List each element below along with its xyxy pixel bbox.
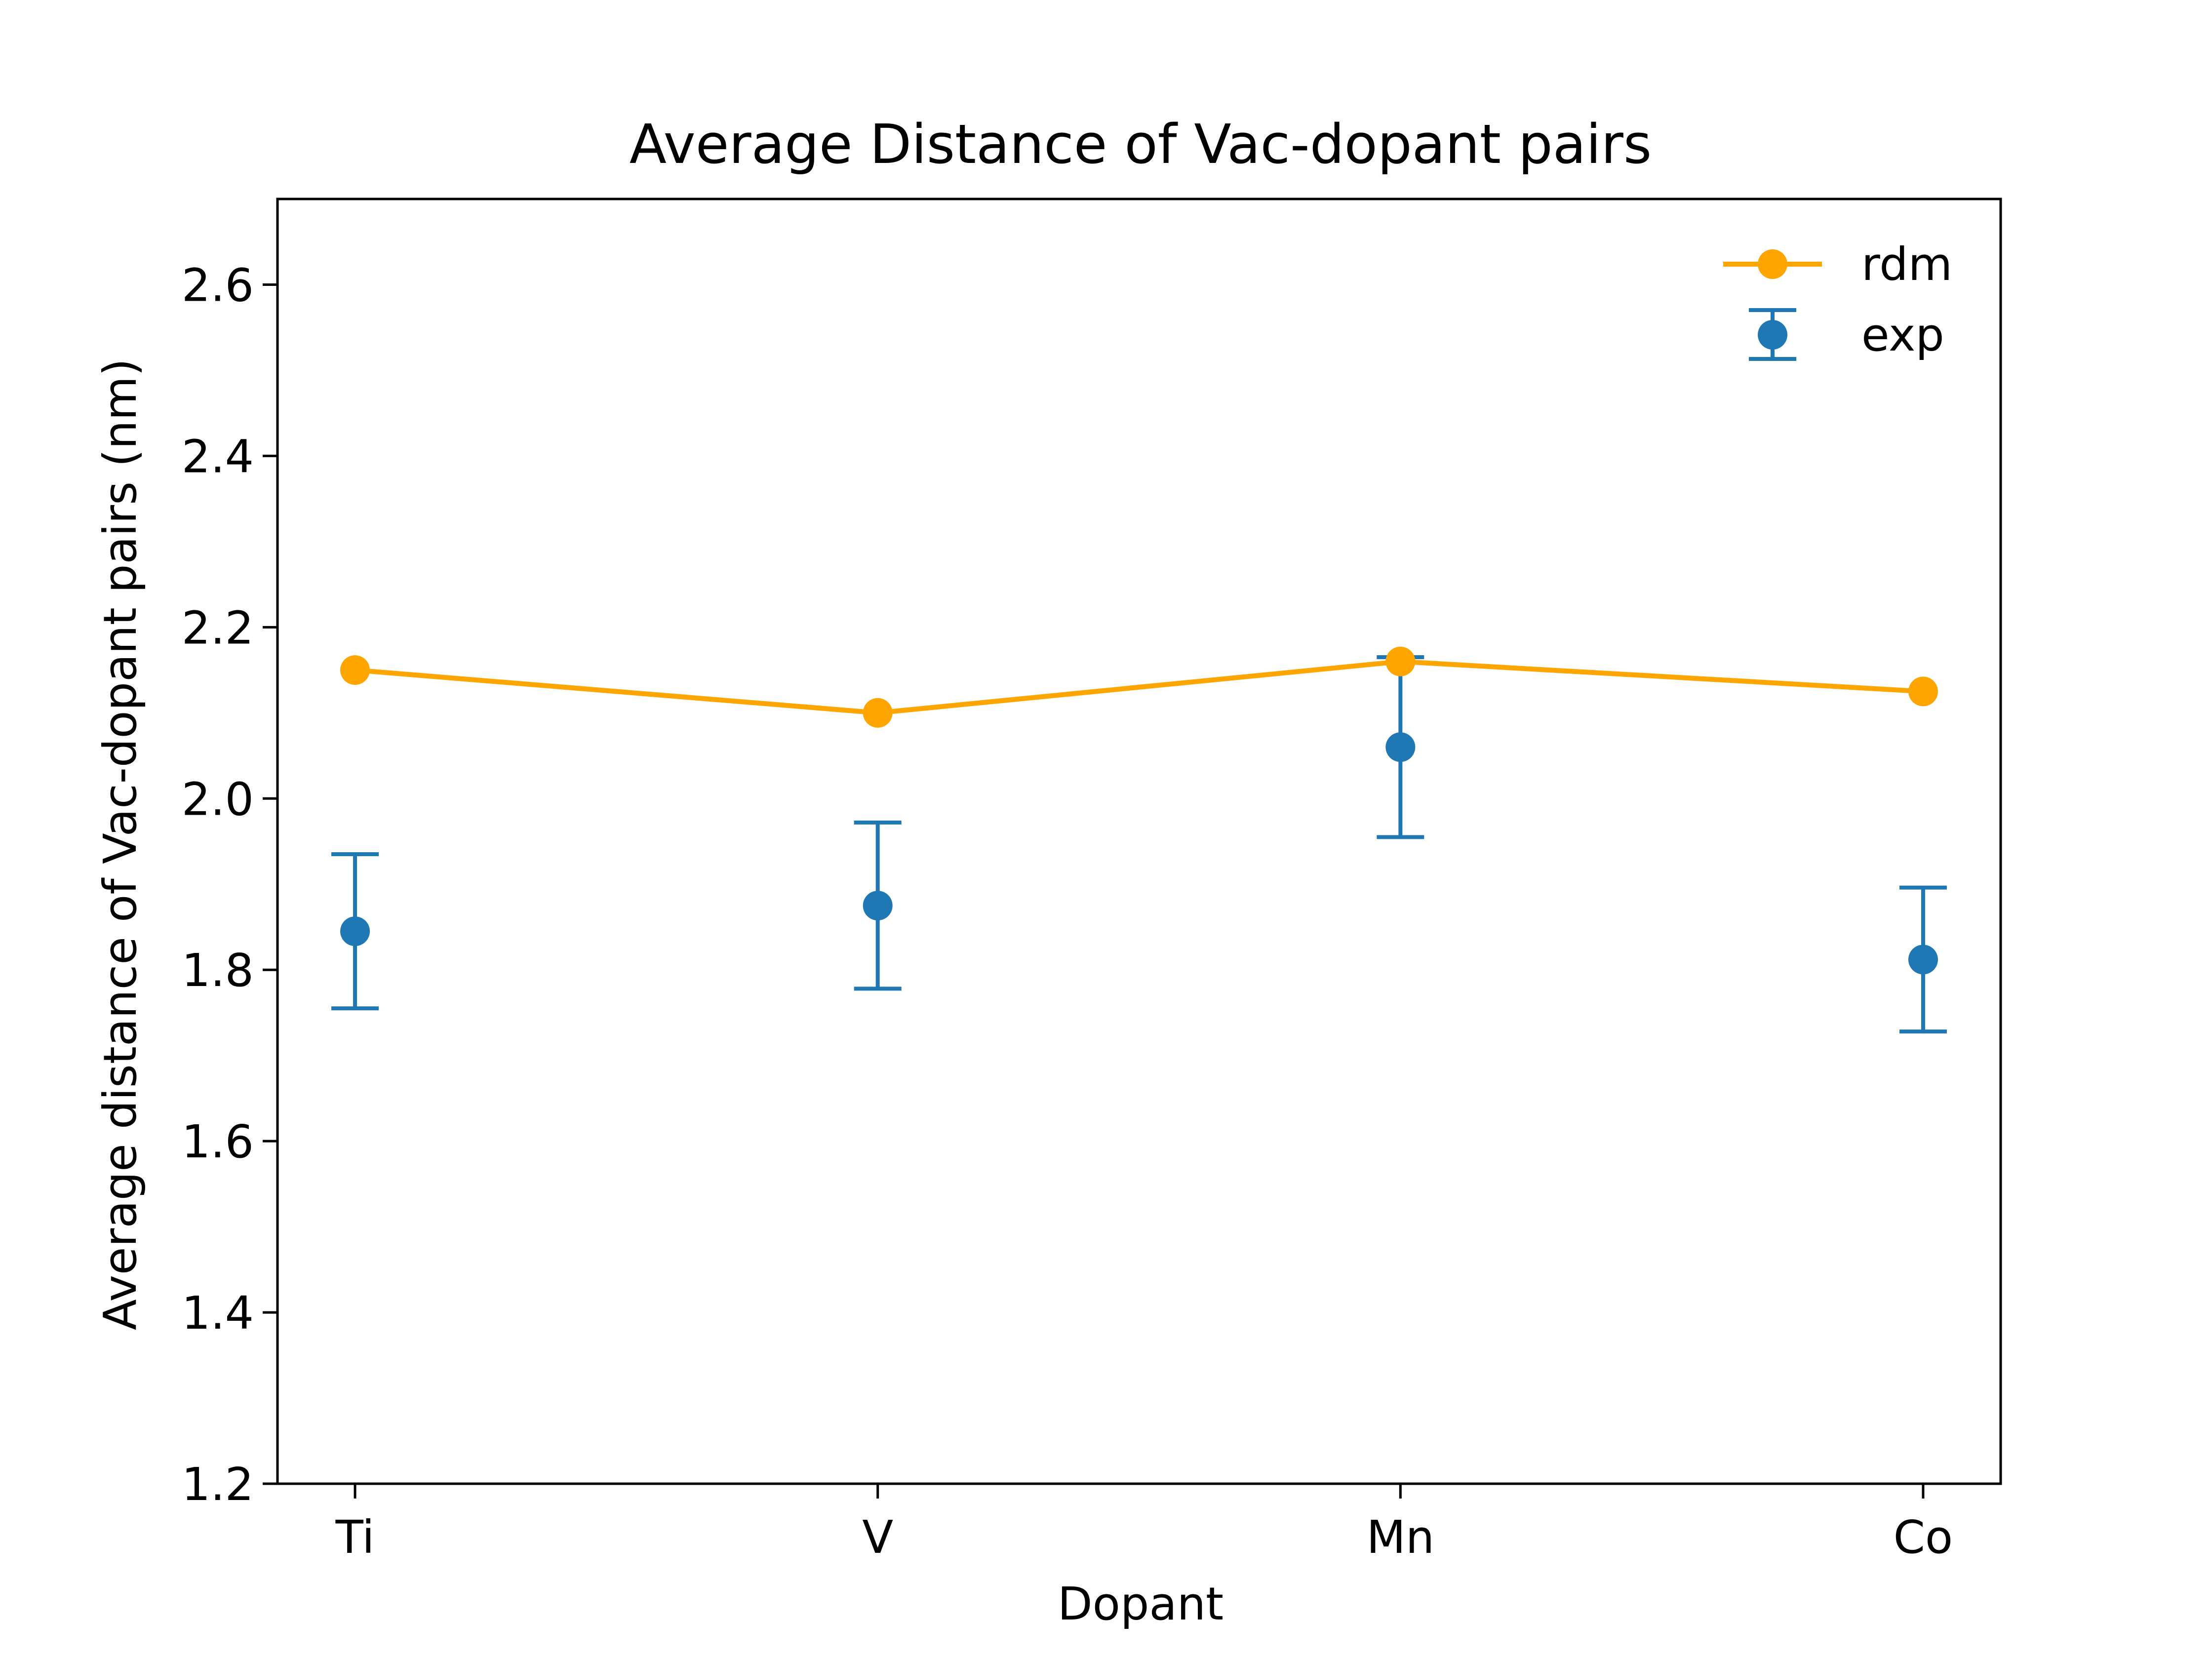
exp-point	[863, 891, 893, 921]
plot-layer	[331, 646, 1947, 1034]
x-tick-label: Mn	[1366, 1511, 1434, 1564]
y-axis-label: Average distance of Vac-dopant pairs (nm…	[94, 358, 147, 1330]
rdm-point	[863, 698, 893, 728]
y-tick-label: 1.2	[182, 1458, 254, 1511]
rdm-line	[355, 659, 1924, 715]
exp-point	[1385, 732, 1416, 762]
rdm-point	[1385, 646, 1416, 676]
legend-exp-marker	[1758, 320, 1787, 350]
legend-exp-label: exp	[1861, 309, 1944, 361]
y-tick-label: 1.4	[182, 1287, 254, 1340]
y-tick-label: 2.2	[182, 601, 254, 654]
y-tick-label: 1.8	[182, 944, 254, 997]
x-tick-label: Co	[1894, 1511, 1953, 1564]
x-tick-label: Ti	[335, 1511, 375, 1564]
plot-frame	[276, 198, 2002, 1485]
rdm-point	[1908, 676, 1938, 707]
exp-point	[340, 916, 370, 947]
legend-rdm-marker	[1758, 249, 1787, 279]
ticks-layer: 1.2 1.4 1.6 1.8 2.0 2.2 2.4 2.6 Ti V Mn Co	[182, 259, 1953, 1564]
y-tick-label: 2.6	[182, 259, 254, 312]
x-tick-label: V	[862, 1511, 893, 1564]
legend-rdm-label: rdm	[1861, 238, 1952, 291]
legend: rdm exp	[1723, 238, 1952, 361]
chart-title: Average Distance of Vac-dopant pairs	[630, 113, 1652, 176]
y-tick-label: 1.6	[182, 1115, 254, 1168]
exp-point	[1908, 945, 1938, 975]
rdm-point	[340, 655, 370, 685]
y-tick-label: 2.0	[182, 773, 254, 826]
y-tick-label: 2.4	[182, 430, 254, 483]
x-axis-label: Dopant	[1058, 1578, 1224, 1630]
